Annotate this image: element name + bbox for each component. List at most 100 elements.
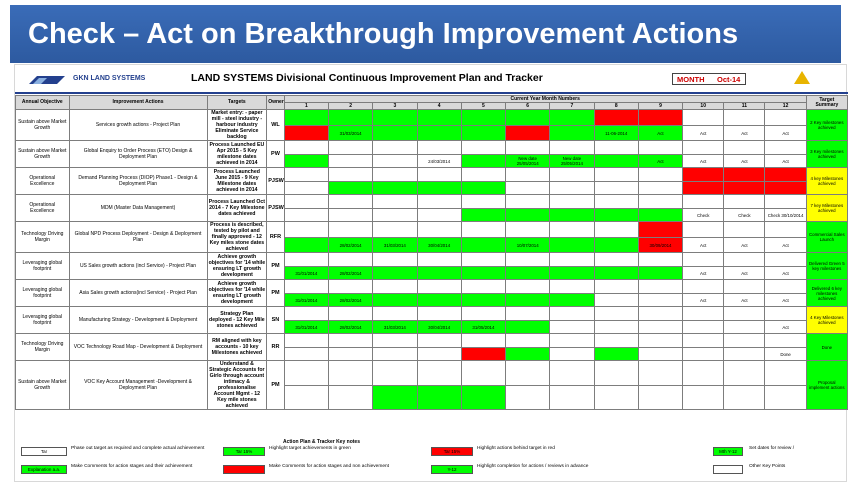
objective-cell: Leveraging global footprint <box>15 252 70 280</box>
plan-cell-m10 <box>682 252 725 267</box>
objective-cell: Leveraging global footprint <box>15 306 70 334</box>
owner-cell: RR <box>266 333 285 361</box>
owner-cell: SN <box>266 306 285 334</box>
plan-cell-m10 <box>682 140 725 155</box>
plan-cell-m5 <box>460 108 507 127</box>
actual-cell-m3 <box>372 208 418 222</box>
table-row: Operational Excellence MDM (Master Data M… <box>15 194 849 222</box>
actual-cell-m10: Act <box>682 266 725 280</box>
actual-cell-m8 <box>593 154 639 168</box>
plan-cell-m9 <box>637 140 684 155</box>
actual-cell-m5 <box>460 208 507 222</box>
plan-cell-m1 <box>283 252 329 267</box>
table-row-actual: 31/01/2014 28/02/2014 31/03/2014 30/04/2014… <box>16 320 848 334</box>
plan-cell-m9 <box>637 333 684 348</box>
plan-cell-m6 <box>505 306 551 321</box>
actual-cell-m11: Check <box>723 208 766 222</box>
plan-cell-m12 <box>764 108 807 127</box>
plan-cell-m7 <box>549 333 595 348</box>
actual-cell-m1: 31/01/2014 <box>283 320 329 334</box>
actual-cell-m9: Act <box>637 125 684 141</box>
plan-cell-m1 <box>283 194 329 209</box>
objective-cell: Operational Excellence <box>15 167 70 195</box>
plan-cell-m8 <box>593 306 639 321</box>
actual-cell-m1 <box>283 125 329 141</box>
actual-cell-m5 <box>460 266 507 280</box>
plan-cell-m7 <box>549 140 595 155</box>
plan-cell-m10 <box>682 333 725 348</box>
actual-cell-m9: 30/09/2014 <box>637 237 684 253</box>
plan-cell-m3 <box>372 333 418 348</box>
table-row: Sustain above Market Growth VOC Key Accou… <box>15 359 849 410</box>
header-actions: Improvement Actions <box>68 95 208 110</box>
actual-cell-m4 <box>416 266 462 280</box>
actual-cell-m3 <box>372 347 418 361</box>
month-header-8: 8 <box>593 102 639 110</box>
plan-cell-m4 <box>416 220 462 239</box>
plan-cell-m7 <box>549 306 595 321</box>
action-cell: US Sales growth actions (incl Service) -… <box>68 252 208 280</box>
plan-cell-m12 <box>764 306 807 321</box>
actual-cell-m5 <box>460 385 507 410</box>
month-label: MONTH <box>677 75 705 84</box>
header-divider <box>15 92 848 94</box>
plan-cell-m11 <box>723 333 766 348</box>
plan-cell-m4 <box>416 279 462 294</box>
actual-cell-m9 <box>637 208 684 222</box>
actual-cell-m7 <box>549 208 595 222</box>
plan-cell-m12 <box>764 279 807 294</box>
action-cell: VOC Key Account Management -Development … <box>68 360 208 410</box>
slide-title: Check – Act on Breakthrough Improvement … <box>10 5 841 63</box>
month-header-2: 2 <box>327 102 374 110</box>
table-row: Technology Driving Margin Global NPD Proc… <box>15 220 849 253</box>
actual-cell-m2: 28/02/2014 <box>327 237 374 253</box>
actual-cell-m2: 28/02/2014 <box>327 266 374 280</box>
actual-cell-m8 <box>593 181 639 195</box>
actual-cell-m4 <box>416 347 462 361</box>
actual-cell-m9 <box>637 347 684 361</box>
plan-cell-m10 <box>682 194 725 209</box>
actual-cell-m12: Done <box>764 347 807 361</box>
plan-cell-m4 <box>416 333 462 348</box>
plan-cell-m10 <box>682 279 725 294</box>
actual-cell-m12 <box>764 181 807 195</box>
table-row: Operational Excellence Demand Planning Pr… <box>15 167 849 195</box>
actual-cell-m2 <box>327 181 374 195</box>
plan-cell-m8 <box>593 167 639 182</box>
actual-cell-m6 <box>505 293 551 307</box>
header-summary: Target Summary <box>805 95 849 110</box>
header-month-band: Current Year Month Numbers <box>283 95 807 103</box>
summary-cell: 2 Key milestones achieved <box>805 109 849 141</box>
target-cell: Achieve growth objectives for '14 while … <box>206 252 268 280</box>
actual-cell-m5 <box>460 347 507 361</box>
plan-cell-m4 <box>416 194 462 209</box>
actual-cell-m12 <box>764 385 807 410</box>
plan-cell-m12 <box>764 220 807 239</box>
actual-cell-m11 <box>723 347 766 361</box>
actual-cell-m6 <box>505 125 551 141</box>
actual-cell-m10: Act <box>682 293 725 307</box>
plan-cell-m8 <box>593 108 639 127</box>
legend-text: Set dates for review / <box>749 446 795 451</box>
actual-cell-m4: 24/03/2014 <box>416 154 462 168</box>
actual-cell-m10: Act <box>682 125 725 141</box>
plan-cell-m1 <box>283 333 329 348</box>
plan-cell-m7 <box>549 220 595 239</box>
plan-cell-m7 <box>549 359 595 387</box>
actual-cell-m11: Act <box>723 154 766 168</box>
plan-cell-m10 <box>682 359 725 387</box>
table-row-actual: 31/03/2014 11-06-2014 Act Act Act Act <box>16 125 848 141</box>
owner-cell: PJSW <box>266 194 285 222</box>
actual-cell-m11: Act <box>723 125 766 141</box>
plan-cell-m3 <box>372 220 418 239</box>
plan-cell-m5 <box>460 252 507 267</box>
plan-cell-m11 <box>723 108 766 127</box>
actual-cell-m5 <box>460 181 507 195</box>
actual-cell-m12: Act <box>764 237 807 253</box>
actual-cell-m4: 30/04/2014 <box>416 237 462 253</box>
legend: Action Plan & Tracker Key notes Tar Phase… <box>15 439 848 483</box>
plan-cell-m12 <box>764 194 807 209</box>
month-header-10: 10 <box>682 102 725 110</box>
plan-cell-m11 <box>723 306 766 321</box>
plan-cell-m6 <box>505 194 551 209</box>
